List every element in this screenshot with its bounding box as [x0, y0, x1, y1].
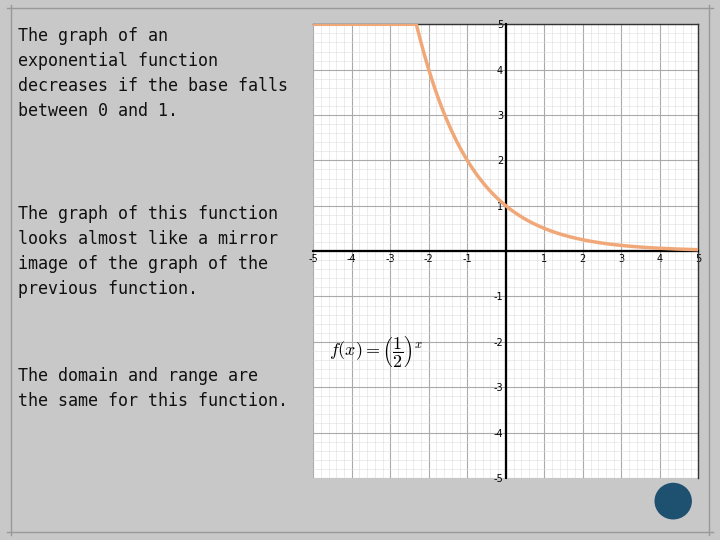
Text: The graph of an
exponential function
decreases if the base falls
between 0 and 1: The graph of an exponential function dec… [18, 27, 288, 120]
Text: The domain and range are
the same for this function.: The domain and range are the same for th… [18, 367, 288, 410]
Text: The graph of this function
looks almost like a mirror
image of the graph of the
: The graph of this function looks almost … [18, 205, 278, 298]
Text: $f(x) = \left(\dfrac{1}{2}\right)^x$: $f(x) = \left(\dfrac{1}{2}\right)^x$ [328, 333, 423, 369]
Ellipse shape [654, 483, 692, 519]
